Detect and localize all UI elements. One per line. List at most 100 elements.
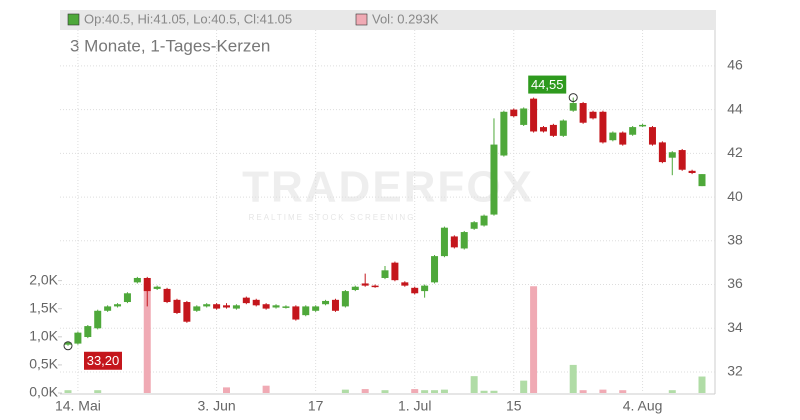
volume-bar bbox=[341, 389, 349, 393]
candle-body bbox=[480, 215, 488, 226]
candle-body bbox=[688, 170, 696, 174]
volume-bar bbox=[698, 376, 706, 393]
candle-body bbox=[579, 103, 587, 123]
candle-body bbox=[648, 127, 656, 145]
candle-body bbox=[153, 286, 161, 289]
candle-body bbox=[599, 111, 607, 143]
candle-body bbox=[183, 302, 191, 322]
candle-body bbox=[143, 277, 151, 292]
volume-bar bbox=[421, 390, 429, 393]
candle-body bbox=[193, 306, 201, 311]
candle-body bbox=[401, 282, 409, 286]
candle-body bbox=[639, 124, 647, 127]
volume-bar bbox=[480, 390, 488, 393]
candle-body bbox=[173, 299, 181, 313]
candle-body bbox=[114, 304, 122, 307]
x-tick-label: 4. Aug bbox=[623, 398, 663, 414]
candle-body bbox=[490, 144, 498, 215]
volume-swatch bbox=[355, 13, 368, 26]
x-tick-label: 3. Jun bbox=[198, 398, 236, 414]
candle-body bbox=[668, 152, 676, 158]
volume-bar bbox=[530, 286, 538, 393]
watermark-tagline: REALTIME STOCK SCREENING bbox=[249, 213, 416, 222]
candle-body bbox=[540, 127, 547, 132]
ohlc-header: Op:40.5, Hi:41.05, Lo:40.5, Cl:41.05 bbox=[84, 11, 292, 26]
subtitle: 3 Monate, 1-Tages-Kerzen bbox=[70, 36, 270, 55]
watermark: TRADERFOX bbox=[242, 163, 534, 212]
candle-body bbox=[292, 306, 300, 320]
candle-body bbox=[104, 306, 112, 311]
y-tick-label: 42 bbox=[727, 144, 743, 160]
annotation-box bbox=[528, 75, 567, 94]
y-tick-label: 32 bbox=[727, 363, 743, 379]
volume-bar bbox=[431, 390, 439, 393]
candle-body bbox=[223, 305, 230, 308]
volume-bar bbox=[668, 390, 676, 393]
volume-bar bbox=[361, 389, 369, 393]
annotation-label: 44,55 bbox=[531, 77, 564, 92]
candle-body bbox=[440, 227, 448, 257]
volume-header: Vol: 0.293K bbox=[372, 11, 439, 26]
candle-body bbox=[619, 132, 627, 145]
candle-body bbox=[242, 297, 250, 304]
candle-body bbox=[549, 124, 557, 136]
candle-body bbox=[163, 288, 171, 303]
candle-body bbox=[559, 120, 567, 136]
y-tick-label: 34 bbox=[727, 319, 743, 335]
volume-bar bbox=[599, 389, 607, 393]
y-tick-label: 36 bbox=[727, 275, 743, 291]
candle-body bbox=[450, 236, 458, 248]
candle-body bbox=[431, 256, 439, 283]
candle-body bbox=[361, 283, 369, 286]
x-tick-label: 14. Mai bbox=[55, 398, 101, 414]
candle-body bbox=[609, 132, 617, 141]
candle-body bbox=[510, 109, 518, 117]
y-tick-label: 38 bbox=[727, 232, 743, 248]
volume-bar bbox=[579, 390, 587, 393]
candle-body bbox=[421, 285, 429, 292]
y-tick-label: 40 bbox=[727, 188, 743, 204]
annotation-label: 33,20 bbox=[87, 353, 120, 368]
candle-body bbox=[272, 305, 280, 308]
candle-body bbox=[411, 287, 419, 294]
candle-body bbox=[470, 222, 478, 229]
candle-body bbox=[381, 270, 389, 278]
candle-body bbox=[123, 293, 131, 303]
candle-body bbox=[252, 299, 260, 306]
volume-bar bbox=[569, 364, 577, 393]
candle-body bbox=[589, 111, 597, 119]
volume-bar bbox=[262, 385, 270, 393]
candle-body bbox=[133, 277, 141, 283]
y2-tick-label: 0,5K bbox=[29, 356, 58, 372]
x-tick-label: 15 bbox=[506, 398, 522, 414]
y2-tick-label: 2,0K bbox=[29, 271, 58, 287]
candle-body bbox=[391, 262, 399, 281]
volume-bar bbox=[470, 376, 478, 393]
candle-body bbox=[500, 111, 508, 156]
annotation-box bbox=[84, 351, 122, 370]
candle-body bbox=[84, 326, 92, 338]
ohlc-swatch bbox=[67, 13, 80, 26]
candle-body bbox=[74, 332, 82, 344]
volume-bar bbox=[223, 387, 230, 393]
candle-body bbox=[322, 300, 330, 305]
candle-body bbox=[312, 306, 320, 311]
candle-body bbox=[64, 342, 72, 345]
volume-bar bbox=[64, 390, 72, 393]
candle-body bbox=[569, 103, 577, 111]
candle-body bbox=[530, 98, 538, 132]
volume-bar bbox=[143, 283, 151, 393]
candle-body bbox=[262, 304, 270, 309]
candle-body bbox=[658, 142, 666, 163]
y-tick-label: 46 bbox=[727, 57, 743, 73]
candle-body bbox=[460, 232, 468, 249]
candle-body bbox=[341, 291, 349, 307]
volume-bar bbox=[411, 389, 419, 393]
volume-bar bbox=[381, 390, 389, 393]
y2-tick-label: 1,0K bbox=[29, 328, 58, 344]
candle-body bbox=[232, 305, 240, 309]
x-tick-label: 1. Jul bbox=[398, 398, 431, 414]
candle-body bbox=[351, 286, 359, 291]
candle-body bbox=[698, 174, 706, 187]
volume-bar bbox=[94, 390, 102, 393]
